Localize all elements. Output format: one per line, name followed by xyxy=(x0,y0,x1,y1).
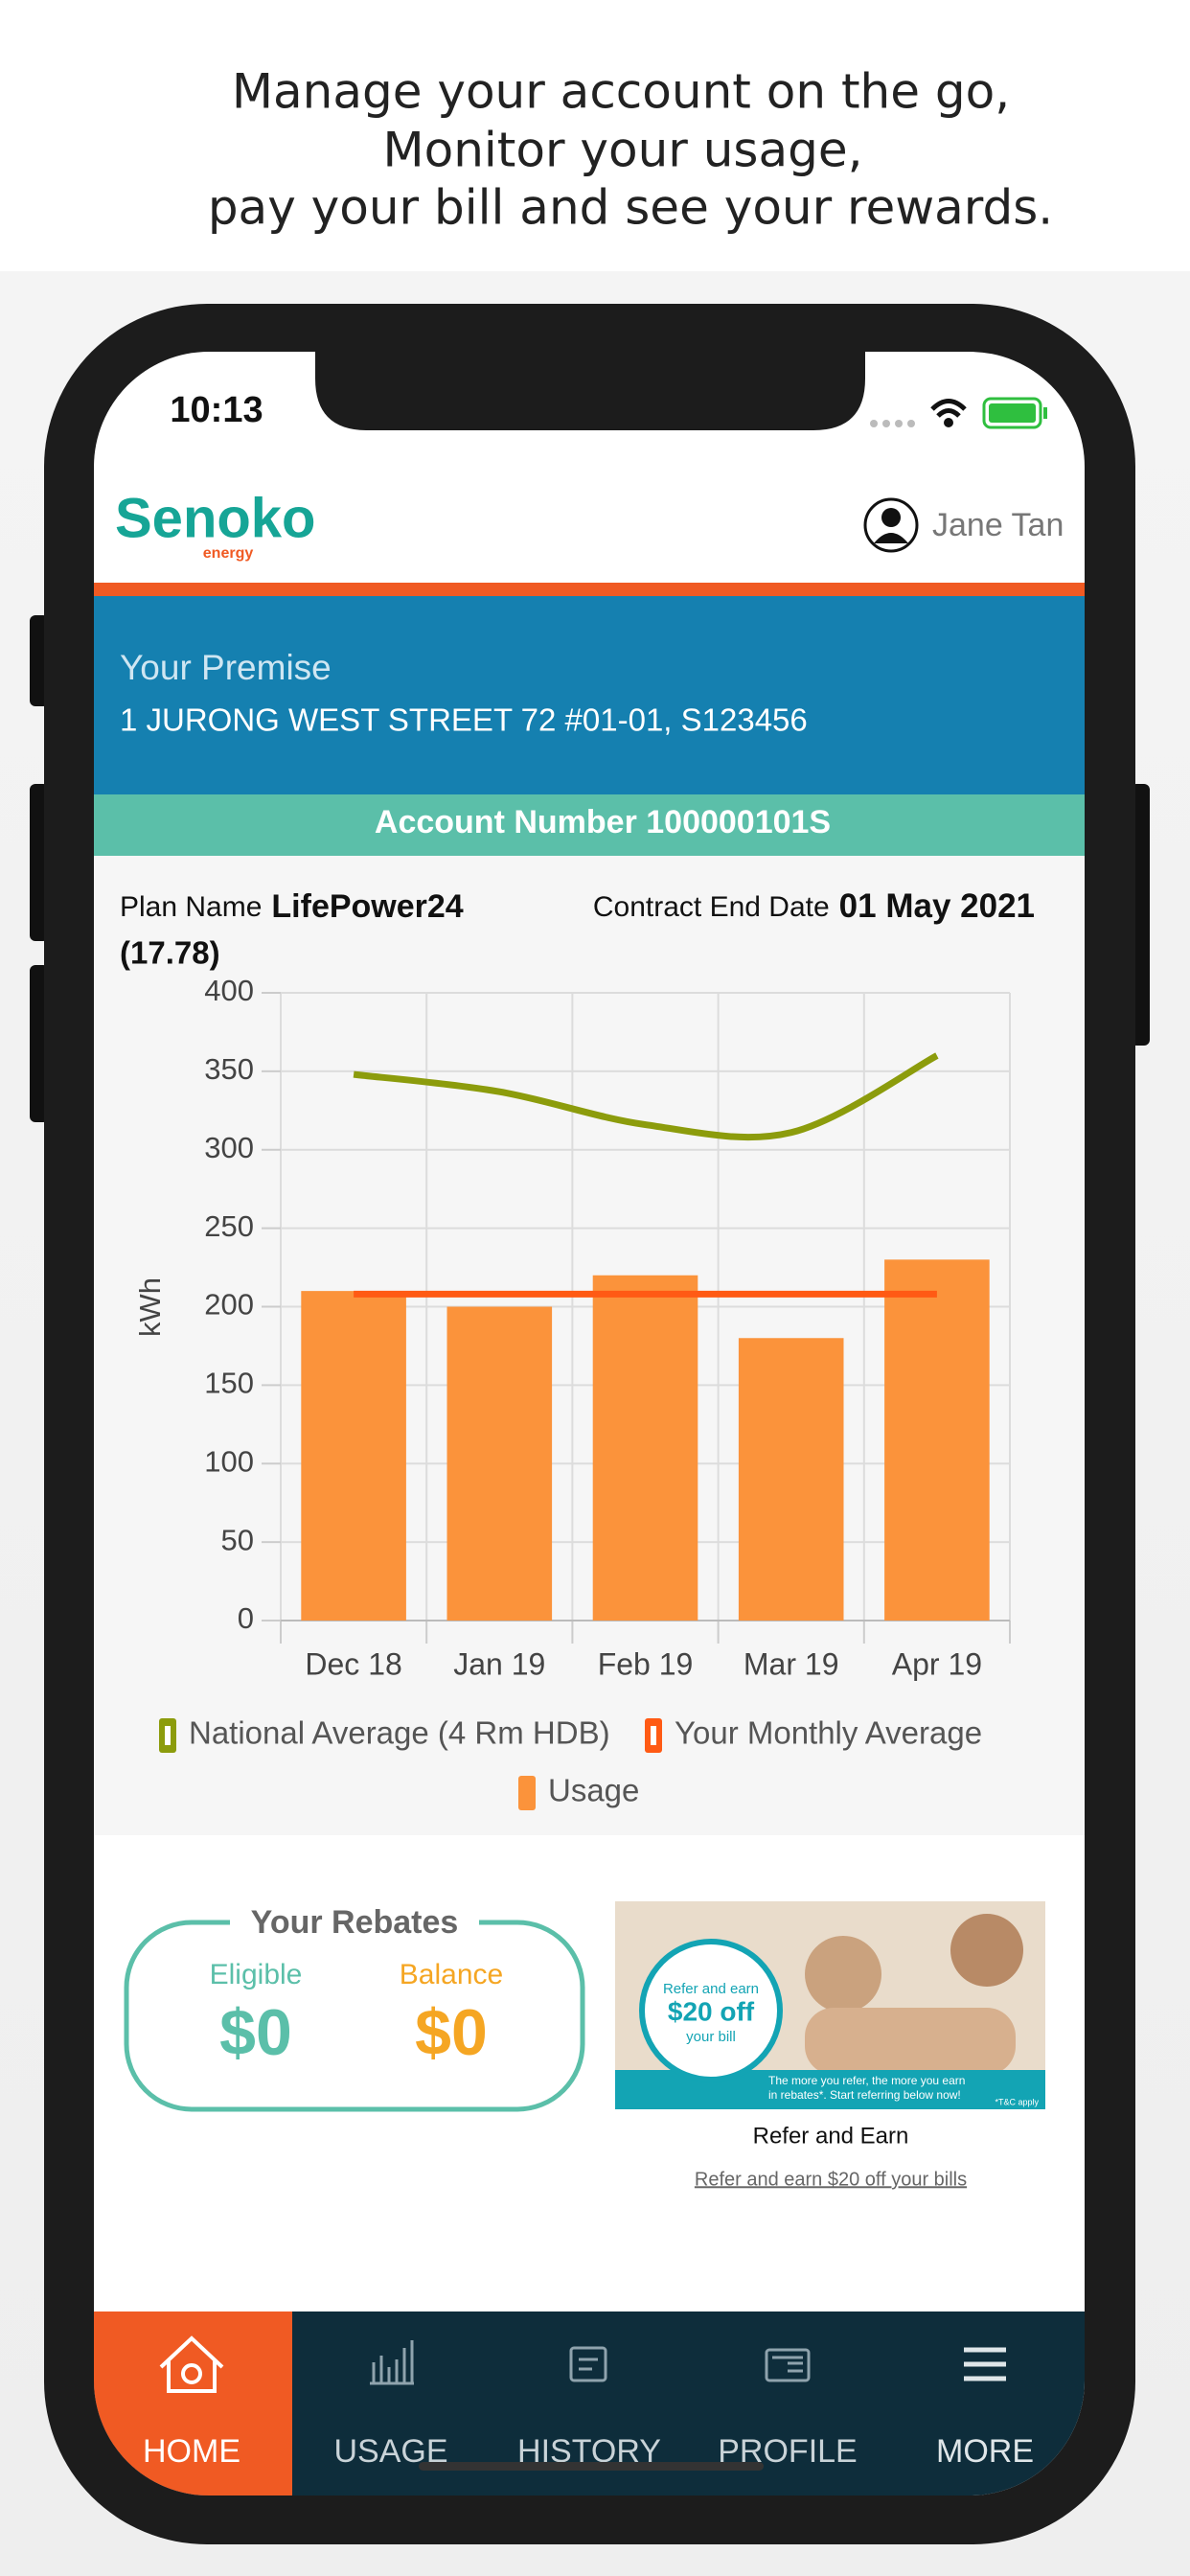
wifi-icon xyxy=(930,399,967,418)
balance-label: Balance xyxy=(400,1959,503,1990)
y-tick-label: 150 xyxy=(204,1367,254,1400)
wifi-dot xyxy=(944,418,953,427)
logo: Senoko xyxy=(115,487,316,549)
screen: 10:13 Senoko energy Jane Tan Your Premis… xyxy=(94,352,1085,2496)
badge-text: your bill xyxy=(686,2029,736,2045)
user-head xyxy=(881,508,901,527)
plan-rate: (17.78) xyxy=(120,935,220,971)
bar xyxy=(884,1259,990,1621)
premise-label: Your Premise xyxy=(120,648,332,687)
legend-label: Your Monthly Average xyxy=(675,1715,982,1751)
logo-sub: energy xyxy=(203,545,254,562)
legend-label: National Average (4 Rm HDB) xyxy=(189,1715,610,1751)
headline: Monitor your usage, xyxy=(382,123,862,178)
home-indicator xyxy=(419,2462,764,2471)
eligible-label: Eligible xyxy=(210,1959,303,1990)
banner-text: The more you refer, the more you earn xyxy=(768,2074,965,2087)
x-tick-label: Feb 19 xyxy=(598,1646,694,1681)
y-tick-label: 50 xyxy=(221,1523,254,1556)
rebates-title-bg xyxy=(230,1907,479,1942)
bar xyxy=(301,1291,406,1621)
contract: Contract End Date 01 May 2021 xyxy=(593,887,1035,925)
y-tick-label: 250 xyxy=(204,1209,254,1243)
more-icon xyxy=(964,2347,1006,2381)
y-axis-label: kWh xyxy=(133,1277,167,1337)
account-number: Account Number 100000101S xyxy=(375,804,831,840)
usage-icon xyxy=(370,2340,414,2385)
nav-item[interactable]: HOME xyxy=(143,2433,240,2470)
battery xyxy=(982,397,1042,429)
home-icon xyxy=(159,2335,224,2393)
x-tick-label: Jan 19 xyxy=(453,1646,545,1681)
history-icon xyxy=(569,2346,607,2382)
bar xyxy=(738,1338,844,1621)
x-tick-label: Apr 19 xyxy=(892,1646,982,1681)
legend-swatch-inner xyxy=(165,1726,171,1745)
badge-text: Refer and earn xyxy=(663,1981,759,1997)
y-tick-label: 300 xyxy=(204,1131,254,1164)
contract-label: Contract End Date xyxy=(593,891,830,923)
legend-swatch-inner xyxy=(651,1726,656,1745)
rebates-title: Your Rebates xyxy=(251,1904,459,1941)
headline: Manage your account on the go, xyxy=(232,64,1010,120)
y-tick-label: 100 xyxy=(204,1444,254,1478)
legend-swatch xyxy=(518,1776,536,1810)
banner-badge xyxy=(639,1939,783,2082)
badge-amount: $20 off xyxy=(668,1996,755,2026)
x-tick-label: Mar 19 xyxy=(744,1646,839,1681)
refer-title: Refer and Earn xyxy=(753,2123,909,2149)
notch xyxy=(315,352,865,430)
y-tick-label: 400 xyxy=(204,974,254,1007)
header-bg xyxy=(0,0,1190,271)
user-name: Jane Tan xyxy=(932,507,1064,543)
refer-link[interactable]: Refer and earn $20 off your bills xyxy=(695,2169,967,2190)
plan-name: Plan Name LifePower24 xyxy=(120,888,464,925)
balance-value: $0 xyxy=(415,1996,488,2069)
refer-banner[interactable]: Refer and earn $20 off your bill The mor… xyxy=(615,1901,1045,2109)
y-tick-label: 350 xyxy=(204,1052,254,1086)
premise-panel xyxy=(94,596,1085,794)
bar xyxy=(446,1306,553,1621)
y-tick-label: 200 xyxy=(204,1288,254,1322)
signal xyxy=(870,420,915,427)
orange-rule xyxy=(94,583,1085,596)
y-tick-label: 0 xyxy=(238,1601,254,1635)
profile-icon xyxy=(765,2348,811,2382)
premise-address: 1 JURONG WEST STREET 72 #01-01, S123456 xyxy=(120,702,808,738)
banner-person xyxy=(950,1914,1023,1987)
banner-people xyxy=(805,2008,1016,2075)
eligible-value: $0 xyxy=(219,1996,292,2069)
chart: 0 50 100 150 200 250 300 350 400 kWh Dec 18 Jan 19 F… xyxy=(133,974,1011,1810)
plan-label: Plan Name xyxy=(120,891,262,923)
nav-item[interactable]: MORE xyxy=(936,2433,1034,2470)
plan-value: LifePower24 xyxy=(271,888,463,925)
user-body xyxy=(874,533,908,543)
contract-date: 01 May 2021 xyxy=(839,887,1035,925)
status-time: 10:13 xyxy=(170,390,263,430)
line xyxy=(353,1052,939,1141)
banner-text: in rebates*. Start referring below now! xyxy=(768,2088,961,2102)
bar xyxy=(592,1275,698,1621)
battery-tip xyxy=(1043,407,1047,419)
legend-label: Usage xyxy=(548,1773,639,1808)
rebates-box xyxy=(124,1920,585,2112)
x-tick-label: Dec 18 xyxy=(305,1646,401,1681)
banner-note: *T&C apply xyxy=(995,2097,1039,2106)
banner-person xyxy=(805,1936,881,2012)
account-bar xyxy=(94,794,1085,856)
battery-level xyxy=(989,403,1036,423)
headline: pay your bill and see your rewards. xyxy=(208,180,1053,236)
